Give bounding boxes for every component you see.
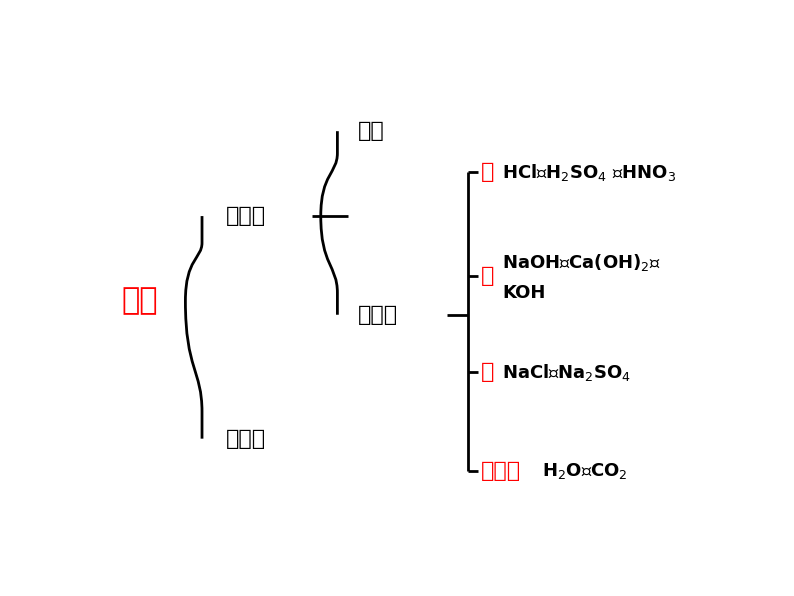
Text: 碱: 碱 <box>480 266 494 285</box>
Text: NaOH、Ca(OH)$_2$、: NaOH、Ca(OH)$_2$、 <box>503 252 661 274</box>
Text: 混合物: 混合物 <box>225 429 265 449</box>
Text: HCl、H$_2$SO$_4$ 、HNO$_3$: HCl、H$_2$SO$_4$ 、HNO$_3$ <box>503 162 676 183</box>
Text: 盐: 盐 <box>480 362 494 382</box>
Text: 酸: 酸 <box>480 163 494 182</box>
Text: KOH: KOH <box>503 284 545 302</box>
Text: NaCl、Na$_2$SO$_4$: NaCl、Na$_2$SO$_4$ <box>503 362 631 383</box>
Text: 物质: 物质 <box>121 287 157 315</box>
Text: 纯净物: 纯净物 <box>225 206 265 226</box>
Text: 化合物: 化合物 <box>357 305 398 325</box>
Text: H$_2$O、CO$_2$: H$_2$O、CO$_2$ <box>542 461 628 481</box>
Text: 氧化物: 氧化物 <box>480 461 521 481</box>
Text: 单质: 单质 <box>357 121 384 141</box>
